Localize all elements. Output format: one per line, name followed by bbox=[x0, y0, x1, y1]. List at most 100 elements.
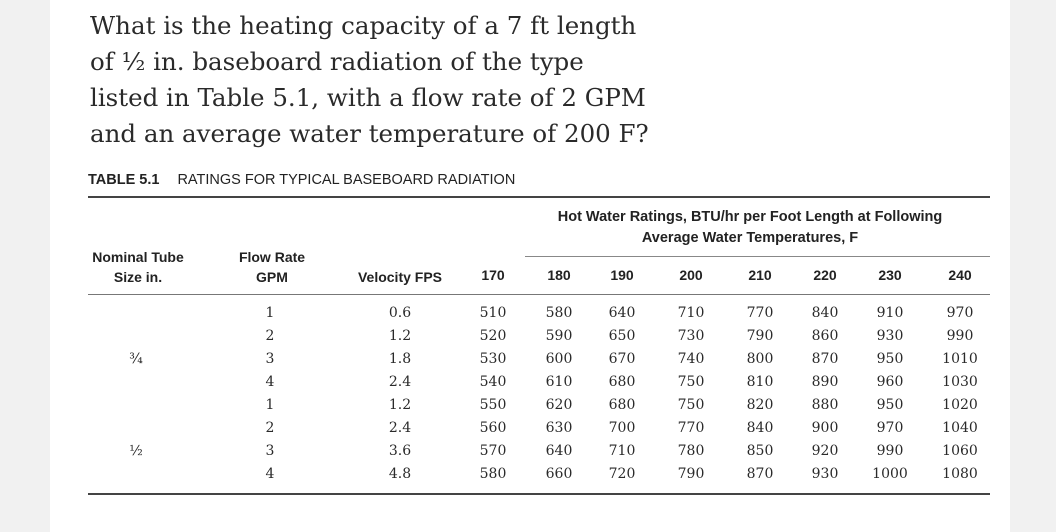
velocity-cell: 3.6 bbox=[388, 443, 412, 459]
rating-cell: 1000 bbox=[872, 466, 908, 482]
ratings-group-header: Hot Water Ratings, BTU/hr per Foot Lengt… bbox=[490, 207, 1010, 249]
temperature-header: 180 bbox=[547, 267, 571, 283]
rating-cell: 590 bbox=[545, 328, 573, 344]
flow-rate-cell: 1 bbox=[265, 397, 275, 413]
rating-cell: 580 bbox=[545, 305, 573, 321]
question-line: listed in Table 5.1, with a flow rate of… bbox=[90, 83, 646, 112]
header-velocity-label: Velocity FPS bbox=[357, 269, 443, 285]
rating-cell: 750 bbox=[677, 374, 705, 390]
question-text: What is the heating capacity of a 7 ft l… bbox=[90, 8, 690, 152]
rating-cell: 990 bbox=[946, 328, 974, 344]
temperature-header: 170 bbox=[481, 267, 505, 283]
velocity-cell: 1.2 bbox=[388, 397, 412, 413]
rating-cell: 870 bbox=[746, 466, 774, 482]
rating-cell: 850 bbox=[746, 443, 774, 459]
rating-cell: 860 bbox=[811, 328, 839, 344]
rating-cell: 700 bbox=[608, 420, 636, 436]
rating-cell: 770 bbox=[746, 305, 774, 321]
flow-rate-cell: 2 bbox=[265, 328, 275, 344]
question-line: of ½ in. baseboard radiation of the type bbox=[90, 47, 584, 76]
rating-cell: 530 bbox=[479, 351, 507, 367]
rating-cell: 580 bbox=[479, 466, 507, 482]
rating-cell: 1020 bbox=[942, 397, 978, 413]
rating-cell: 730 bbox=[677, 328, 705, 344]
rating-cell: 740 bbox=[677, 351, 705, 367]
rating-cell: 840 bbox=[811, 305, 839, 321]
tube-size-cell: ½ bbox=[129, 443, 143, 459]
rating-cell: 750 bbox=[677, 397, 705, 413]
rating-cell: 890 bbox=[811, 374, 839, 390]
rating-cell: 930 bbox=[811, 466, 839, 482]
rating-cell: 870 bbox=[811, 351, 839, 367]
document-page: What is the heating capacity of a 7 ft l… bbox=[50, 0, 1010, 532]
velocity-cell: 2.4 bbox=[388, 374, 412, 390]
flow-rate-cell: 3 bbox=[265, 443, 275, 459]
flow-rate-cell: 4 bbox=[265, 466, 275, 482]
rating-cell: 680 bbox=[608, 397, 636, 413]
table-top-rule bbox=[88, 196, 990, 198]
rating-cell: 820 bbox=[746, 397, 774, 413]
rating-cell: 810 bbox=[746, 374, 774, 390]
rating-cell: 1060 bbox=[942, 443, 978, 459]
header-tube-size: Nominal Tube Size in. bbox=[88, 247, 188, 287]
temperature-header: 190 bbox=[610, 267, 634, 283]
rating-cell: 630 bbox=[545, 420, 573, 436]
rating-cell: 570 bbox=[479, 443, 507, 459]
rating-cell: 1010 bbox=[942, 351, 978, 367]
temperature-header: 200 bbox=[679, 267, 703, 283]
rating-cell: 600 bbox=[545, 351, 573, 367]
rating-cell: 610 bbox=[545, 374, 573, 390]
rating-cell: 960 bbox=[876, 374, 904, 390]
temperature-header: 230 bbox=[878, 267, 902, 283]
flow-rate-cell: 4 bbox=[265, 374, 275, 390]
rating-cell: 660 bbox=[545, 466, 573, 482]
rating-cell: 920 bbox=[811, 443, 839, 459]
rating-cell: 670 bbox=[608, 351, 636, 367]
group-header-line: Hot Water Ratings, BTU/hr per Foot Lengt… bbox=[557, 209, 943, 225]
rating-cell: 800 bbox=[746, 351, 774, 367]
temperature-header: 220 bbox=[813, 267, 837, 283]
header-bottom-rule bbox=[88, 294, 990, 295]
rating-cell: 520 bbox=[479, 328, 507, 344]
flow-rate-cell: 2 bbox=[265, 420, 275, 436]
header-flow-line: GPM bbox=[256, 269, 288, 285]
rating-cell: 620 bbox=[545, 397, 573, 413]
rating-cell: 650 bbox=[608, 328, 636, 344]
tube-size-cell: ¾ bbox=[129, 351, 143, 367]
rating-cell: 970 bbox=[946, 305, 974, 321]
rating-cell: 910 bbox=[876, 305, 904, 321]
velocity-cell: 2.4 bbox=[388, 420, 412, 436]
velocity-cell: 1.8 bbox=[388, 351, 412, 367]
flow-rate-cell: 3 bbox=[265, 351, 275, 367]
rating-cell: 540 bbox=[479, 374, 507, 390]
rating-cell: 930 bbox=[876, 328, 904, 344]
rating-cell: 770 bbox=[677, 420, 705, 436]
rating-cell: 780 bbox=[677, 443, 705, 459]
group-header-rule bbox=[525, 256, 990, 257]
header-tube-line: Size in. bbox=[113, 269, 163, 285]
rating-cell: 1030 bbox=[942, 374, 978, 390]
temperature-header: 240 bbox=[948, 267, 972, 283]
question-line: What is the heating capacity of a 7 ft l… bbox=[90, 11, 637, 40]
rating-cell: 510 bbox=[479, 305, 507, 321]
rating-cell: 720 bbox=[608, 466, 636, 482]
rating-cell: 900 bbox=[811, 420, 839, 436]
header-tube-line: Nominal Tube bbox=[92, 249, 184, 265]
velocity-cell: 0.6 bbox=[388, 305, 412, 321]
rating-cell: 950 bbox=[876, 351, 904, 367]
rating-cell: 790 bbox=[746, 328, 774, 344]
rating-cell: 1080 bbox=[942, 466, 978, 482]
header-velocity: Velocity FPS bbox=[340, 267, 460, 287]
question-line: and an average water temperature of 200 … bbox=[90, 119, 649, 148]
rating-cell: 680 bbox=[608, 374, 636, 390]
rating-cell: 950 bbox=[876, 397, 904, 413]
table-title: RATINGS FOR TYPICAL BASEBOARD RADIATION bbox=[177, 172, 516, 188]
table-number: TABLE 5.1 bbox=[88, 172, 160, 188]
group-header-line: Average Water Temperatures, F bbox=[641, 230, 859, 246]
rating-cell: 790 bbox=[677, 466, 705, 482]
rating-cell: 970 bbox=[876, 420, 904, 436]
header-flow-line: Flow Rate bbox=[238, 249, 306, 265]
rating-cell: 710 bbox=[677, 305, 705, 321]
velocity-cell: 1.2 bbox=[388, 328, 412, 344]
temperature-header: 210 bbox=[748, 267, 772, 283]
